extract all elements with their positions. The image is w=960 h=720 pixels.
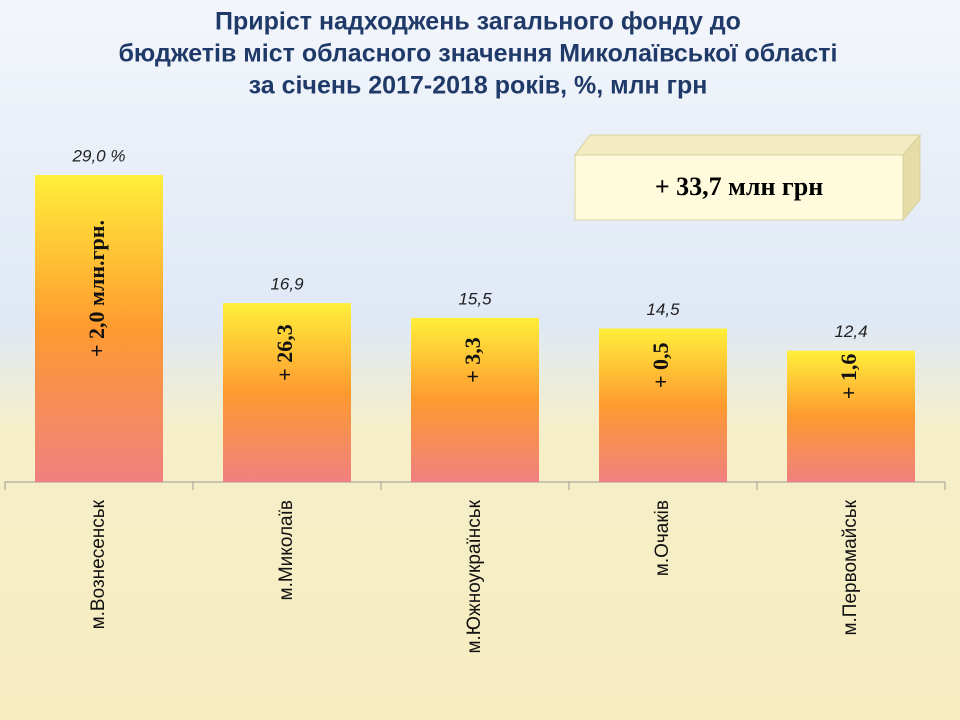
value-label: 29,0 % xyxy=(72,146,126,165)
bar xyxy=(787,350,915,482)
x-tick-label: м.Южноукраїнськ xyxy=(464,499,485,653)
bar-annotation: + 0,5 xyxy=(648,342,673,388)
bar xyxy=(411,317,539,482)
value-label: 12,4 xyxy=(834,322,867,341)
x-tick-label: м.Очаків xyxy=(652,500,673,576)
value-label: 14,5 xyxy=(646,300,680,319)
x-tick-label: м.Миколаїв xyxy=(276,500,297,600)
bar-annotation: + 2,0 млн.грн. xyxy=(84,220,109,357)
total-annotation: + 33,7 млн грн xyxy=(655,172,823,201)
bar xyxy=(35,175,163,482)
bar-annotation: + 26,3 xyxy=(272,324,297,381)
box-3d xyxy=(574,133,922,222)
bar-annotation: + 1,6 xyxy=(836,354,861,400)
bar-annotation: + 3,3 xyxy=(460,337,485,383)
chart-title: бюджетів міст обласного значення Миколаї… xyxy=(118,40,837,68)
x-tick-label: м.Первомайськ xyxy=(840,499,861,635)
chart-title: за січень 2017-2018 років, %, млн грн xyxy=(249,72,708,100)
bar xyxy=(599,328,727,482)
value-label: 15,5 xyxy=(458,289,492,308)
bar xyxy=(223,303,351,482)
chart-title: Приріст надходжень загального фонду до xyxy=(215,8,741,36)
value-label: 16,9 xyxy=(270,275,304,294)
x-tick-label: м.Вознесенськ xyxy=(88,499,109,629)
